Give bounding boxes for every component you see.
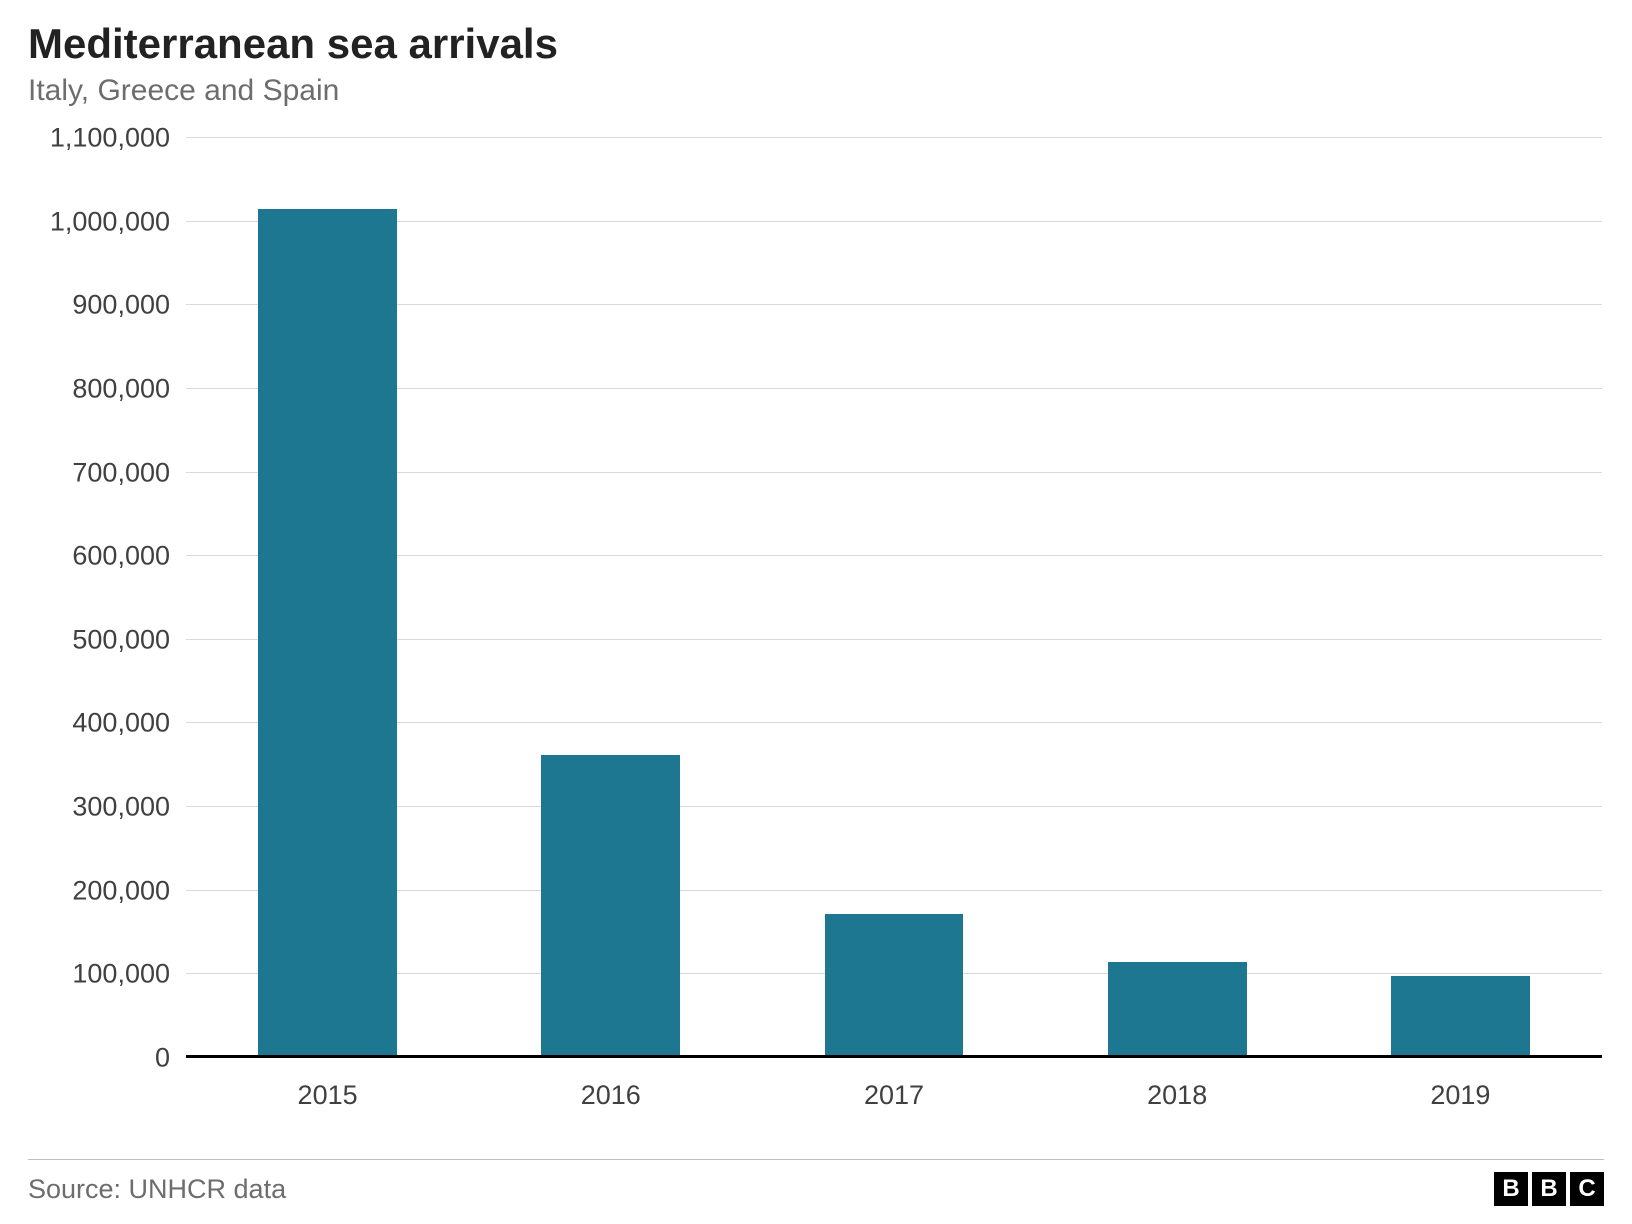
- y-axis-labels: 0100,000200,000300,000400,000500,000600,…: [28, 138, 186, 1058]
- x-tick-label: 2016: [581, 1080, 641, 1111]
- bars-layer: [186, 138, 1602, 1058]
- bbc-logo: BBC: [1494, 1172, 1604, 1206]
- y-tick-label: 800,000: [72, 373, 170, 404]
- y-tick-label: 1,000,000: [50, 206, 170, 237]
- x-axis-baseline: [186, 1055, 1602, 1058]
- y-tick-label: 100,000: [72, 959, 170, 990]
- x-tick-label: 2019: [1430, 1080, 1490, 1111]
- bbc-logo-letter: C: [1570, 1172, 1604, 1206]
- y-tick-label: 200,000: [72, 875, 170, 906]
- bbc-logo-letter: B: [1532, 1172, 1566, 1206]
- x-tick-label: 2015: [298, 1080, 358, 1111]
- y-tick-label: 900,000: [72, 290, 170, 321]
- x-tick-label: 2018: [1147, 1080, 1207, 1111]
- plot-area: [186, 138, 1602, 1058]
- x-tick-label: 2017: [864, 1080, 924, 1111]
- chart-subtitle: Italy, Greece and Spain: [28, 74, 1604, 108]
- chart-title: Mediterranean sea arrivals: [28, 20, 1604, 68]
- y-tick-label: 700,000: [72, 457, 170, 488]
- y-tick-label: 600,000: [72, 541, 170, 572]
- bar: [1391, 976, 1530, 1058]
- bar: [1108, 962, 1247, 1058]
- bbc-logo-letter: B: [1494, 1172, 1528, 1206]
- source-text: Source: UNHCR data: [28, 1174, 286, 1205]
- chart-footer: Source: UNHCR data BBC: [28, 1159, 1604, 1206]
- bar: [258, 209, 397, 1058]
- y-tick-label: 400,000: [72, 708, 170, 739]
- y-tick-label: 0: [155, 1043, 170, 1074]
- y-tick-label: 1,100,000: [50, 123, 170, 154]
- y-tick-label: 300,000: [72, 792, 170, 823]
- y-tick-label: 500,000: [72, 624, 170, 655]
- bar: [825, 914, 964, 1058]
- bar: [541, 755, 680, 1058]
- chart-area: 0 100,000 200,000 300,000 400,000 500,000 600,…: [28, 138, 1604, 1138]
